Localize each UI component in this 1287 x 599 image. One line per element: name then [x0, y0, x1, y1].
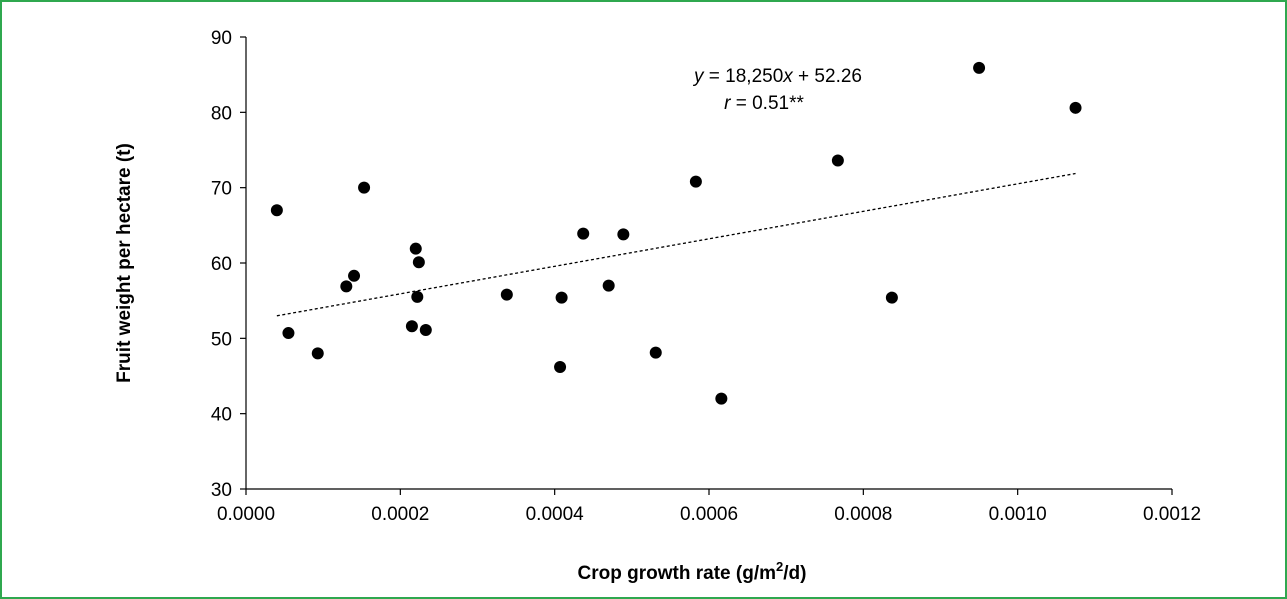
x-axis-title: Crop growth rate (g/m2/d): [578, 559, 807, 584]
y-tick-label: 40: [211, 405, 232, 426]
data-point: [405, 320, 418, 333]
data-point: [617, 228, 630, 241]
trendline-group: [276, 172, 1076, 317]
y-tick-label: 70: [211, 179, 232, 200]
x-tick-label: 0.0008: [834, 504, 892, 525]
data-point: [419, 324, 432, 337]
data-point: [649, 346, 662, 359]
trendline-equation: y = 18,250x + 52.26: [692, 66, 862, 87]
y-tick-label: 30: [211, 480, 232, 501]
data-point: [348, 269, 361, 282]
data-point: [602, 279, 615, 292]
data-point: [282, 327, 295, 340]
data-point: [411, 290, 424, 303]
trendline: [276, 172, 1076, 317]
x-tick-label: 0.0006: [680, 504, 738, 525]
data-point: [270, 204, 283, 217]
data-point: [831, 154, 844, 167]
data-point: [577, 227, 590, 240]
y-tick-label: 90: [211, 28, 232, 49]
data-point: [885, 291, 898, 304]
data-point: [1069, 101, 1082, 114]
data-point: [973, 61, 986, 74]
correlation-coefficient: r = 0.51**: [724, 93, 804, 114]
data-point: [358, 181, 371, 194]
data-point: [689, 175, 702, 188]
y-tick-label: 60: [211, 254, 232, 275]
x-tick-label: 0.0012: [1143, 504, 1201, 525]
data-point: [340, 280, 353, 293]
data-point: [554, 360, 567, 373]
data-point: [500, 288, 513, 301]
data-points: [270, 61, 1082, 405]
axes: [240, 36, 1173, 495]
data-point: [412, 256, 425, 269]
y-tick-label: 50: [211, 329, 232, 350]
x-tick-label: 0.0002: [371, 504, 429, 525]
y-axis-title: Fruit weight per hectare (t): [114, 143, 135, 383]
data-point: [311, 347, 324, 360]
x-tick-label: 0.0010: [989, 504, 1047, 525]
tick-labels: 30 40 50 60 70 80 90 0.0000 0.0002 0.0004 0.0006 0.…: [211, 28, 1201, 525]
y-tick-label: 80: [211, 103, 232, 124]
x-tick-label: 0.0004: [526, 504, 585, 525]
data-point: [555, 291, 568, 304]
data-point: [715, 392, 728, 405]
x-tick-label: 0.0000: [217, 504, 275, 525]
data-point: [409, 242, 422, 255]
